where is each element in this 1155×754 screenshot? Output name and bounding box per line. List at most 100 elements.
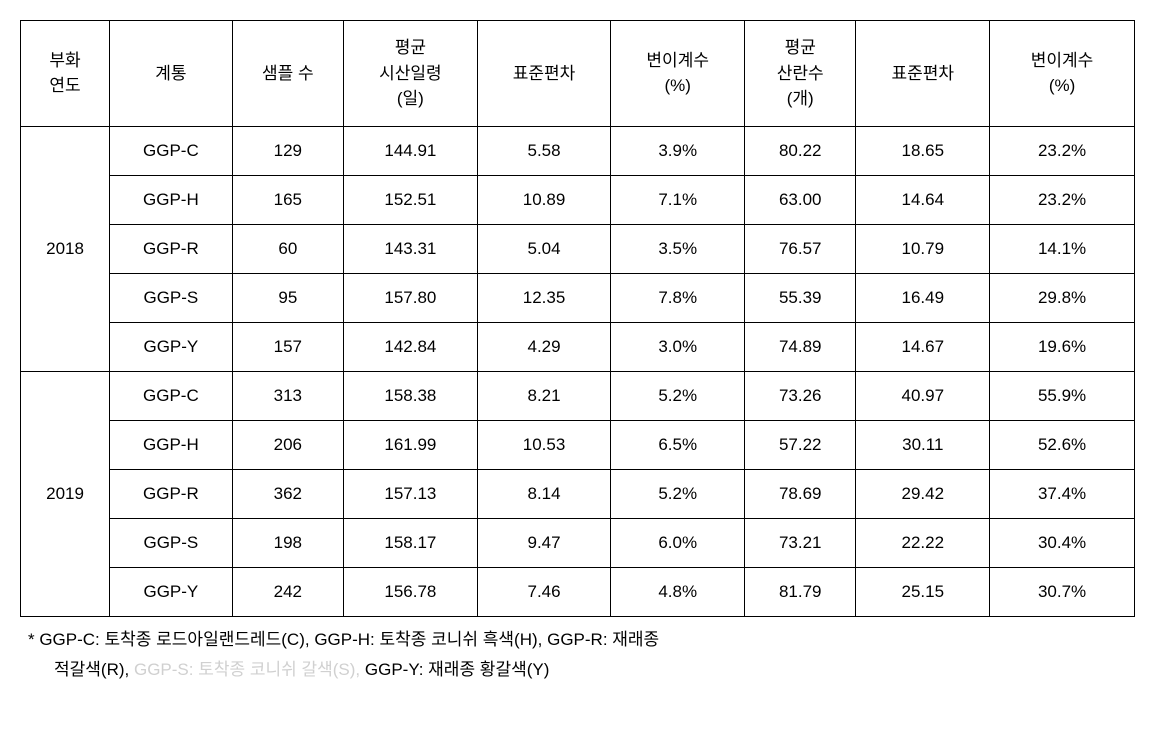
cell-sample: 198	[232, 518, 343, 567]
cell-cv1: 5.2%	[611, 469, 745, 518]
cell-cv1: 4.8%	[611, 567, 745, 616]
cell-cv1: 6.0%	[611, 518, 745, 567]
cell-eggs: 73.21	[745, 518, 856, 567]
cell-std1: 10.53	[477, 420, 611, 469]
table-row: GGP-S 95 157.80 12.35 7.8% 55.39 16.49 2…	[21, 273, 1135, 322]
year-text: 2018	[46, 239, 84, 258]
cell-eggs: 74.89	[745, 322, 856, 371]
footnote-text: GGP-Y: 재래종 황갈색(Y)	[365, 660, 550, 679]
year-cell: 2019	[21, 371, 110, 616]
footnote-text: * GGP-C: 토착종 로드아일랜드레드(C), GGP-H: 토착종 코니쉬…	[28, 630, 659, 649]
cell-line: GGP-R	[110, 224, 233, 273]
cell-std2: 30.11	[856, 420, 990, 469]
cell-std2: 14.64	[856, 175, 990, 224]
year-text: 2019	[46, 484, 84, 503]
cell-eggs: 57.22	[745, 420, 856, 469]
cell-std1: 4.29	[477, 322, 611, 371]
header-line: 계통	[110, 21, 233, 127]
cell-line: GGP-C	[110, 126, 233, 175]
cell-cv2: 55.9%	[990, 371, 1135, 420]
cell-std1: 8.21	[477, 371, 611, 420]
cell-std2: 22.22	[856, 518, 990, 567]
cell-avgday: 152.51	[344, 175, 478, 224]
cell-line: GGP-S	[110, 518, 233, 567]
cell-cv1: 7.8%	[611, 273, 745, 322]
table-row: GGP-H 165 152.51 10.89 7.1% 63.00 14.64 …	[21, 175, 1135, 224]
cell-eggs: 73.26	[745, 371, 856, 420]
table-row: GGP-R 362 157.13 8.14 5.2% 78.69 29.42 3…	[21, 469, 1135, 518]
cell-eggs: 80.22	[745, 126, 856, 175]
cell-sample: 165	[232, 175, 343, 224]
header-sample-text: 샘플 수	[262, 64, 314, 83]
table-row: GGP-S 198 158.17 9.47 6.0% 73.21 22.22 3…	[21, 518, 1135, 567]
cell-sample: 60	[232, 224, 343, 273]
cell-cv2: 29.8%	[990, 273, 1135, 322]
cell-sample: 362	[232, 469, 343, 518]
cell-cv2: 52.6%	[990, 420, 1135, 469]
cell-std1: 12.35	[477, 273, 611, 322]
header-avgday: 평균시산일령(일)	[344, 21, 478, 127]
footnote-line2: 적갈색(R), GGP-S: 토착종 코니쉬 갈색(S), GGP-Y: 재래종…	[28, 655, 1135, 686]
cell-cv2: 14.1%	[990, 224, 1135, 273]
table-row: GGP-Y 157 142.84 4.29 3.0% 74.89 14.67 1…	[21, 322, 1135, 371]
cell-line: GGP-H	[110, 420, 233, 469]
table-row: GGP-Y 242 156.78 7.46 4.8% 81.79 25.15 3…	[21, 567, 1135, 616]
header-cv1: 변이계수(%)	[611, 21, 745, 127]
cell-avgday: 157.80	[344, 273, 478, 322]
cell-std2: 40.97	[856, 371, 990, 420]
cell-avgday: 156.78	[344, 567, 478, 616]
cell-cv2: 23.2%	[990, 126, 1135, 175]
cell-std2: 16.49	[856, 273, 990, 322]
footnote-text: 적갈색(R),	[54, 660, 134, 679]
cell-std2: 29.42	[856, 469, 990, 518]
header-cv1-text: 변이계수(%)	[646, 51, 709, 96]
data-table: 부화연도 계통 샘플 수 평균시산일령(일) 표준편차 변이계수(%) 평균산란…	[20, 20, 1135, 617]
cell-sample: 242	[232, 567, 343, 616]
header-cv2: 변이계수(%)	[990, 21, 1135, 127]
table-body: 2018 GGP-C 129 144.91 5.58 3.9% 80.22 18…	[21, 126, 1135, 616]
cell-line: GGP-Y	[110, 322, 233, 371]
header-year: 부화연도	[21, 21, 110, 127]
cell-eggs: 78.69	[745, 469, 856, 518]
header-eggs-text: 평균산란수(개)	[777, 38, 824, 108]
cell-cv2: 30.4%	[990, 518, 1135, 567]
cell-line: GGP-R	[110, 469, 233, 518]
cell-std1: 5.58	[477, 126, 611, 175]
footnote: * GGP-C: 토착종 로드아일랜드레드(C), GGP-H: 토착종 코니쉬…	[20, 625, 1135, 686]
cell-eggs: 76.57	[745, 224, 856, 273]
cell-cv1: 3.9%	[611, 126, 745, 175]
cell-line: GGP-S	[110, 273, 233, 322]
table-row: GGP-R 60 143.31 5.04 3.5% 76.57 10.79 14…	[21, 224, 1135, 273]
header-avgday-text: 평균시산일령(일)	[379, 38, 442, 108]
header-std2: 표준편차	[856, 21, 990, 127]
cell-sample: 129	[232, 126, 343, 175]
cell-std1: 5.04	[477, 224, 611, 273]
table-row: 2019 GGP-C 313 158.38 8.21 5.2% 73.26 40…	[21, 371, 1135, 420]
cell-eggs: 55.39	[745, 273, 856, 322]
cell-avgday: 144.91	[344, 126, 478, 175]
year-cell: 2018	[21, 126, 110, 371]
table-row: GGP-H 206 161.99 10.53 6.5% 57.22 30.11 …	[21, 420, 1135, 469]
cell-std1: 10.89	[477, 175, 611, 224]
cell-std2: 18.65	[856, 126, 990, 175]
header-line-text: 계통	[155, 64, 186, 83]
cell-line: GGP-C	[110, 371, 233, 420]
cell-avgday: 158.38	[344, 371, 478, 420]
table-row: 2018 GGP-C 129 144.91 5.58 3.9% 80.22 18…	[21, 126, 1135, 175]
header-year-text: 부화연도	[49, 51, 80, 96]
header-row: 부화연도 계통 샘플 수 평균시산일령(일) 표준편차 변이계수(%) 평균산란…	[21, 21, 1135, 127]
cell-avgday: 158.17	[344, 518, 478, 567]
cell-cv2: 23.2%	[990, 175, 1135, 224]
footnote-line1: * GGP-C: 토착종 로드아일랜드레드(C), GGP-H: 토착종 코니쉬…	[28, 625, 1135, 656]
cell-cv2: 19.6%	[990, 322, 1135, 371]
cell-avgday: 157.13	[344, 469, 478, 518]
cell-cv2: 37.4%	[990, 469, 1135, 518]
cell-cv1: 3.0%	[611, 322, 745, 371]
cell-sample: 313	[232, 371, 343, 420]
cell-std2: 14.67	[856, 322, 990, 371]
cell-std1: 7.46	[477, 567, 611, 616]
cell-avgday: 143.31	[344, 224, 478, 273]
cell-sample: 157	[232, 322, 343, 371]
footnote-text-gray: GGP-S: 토착종 코니쉬 갈색(S),	[134, 660, 365, 679]
cell-avgday: 161.99	[344, 420, 478, 469]
